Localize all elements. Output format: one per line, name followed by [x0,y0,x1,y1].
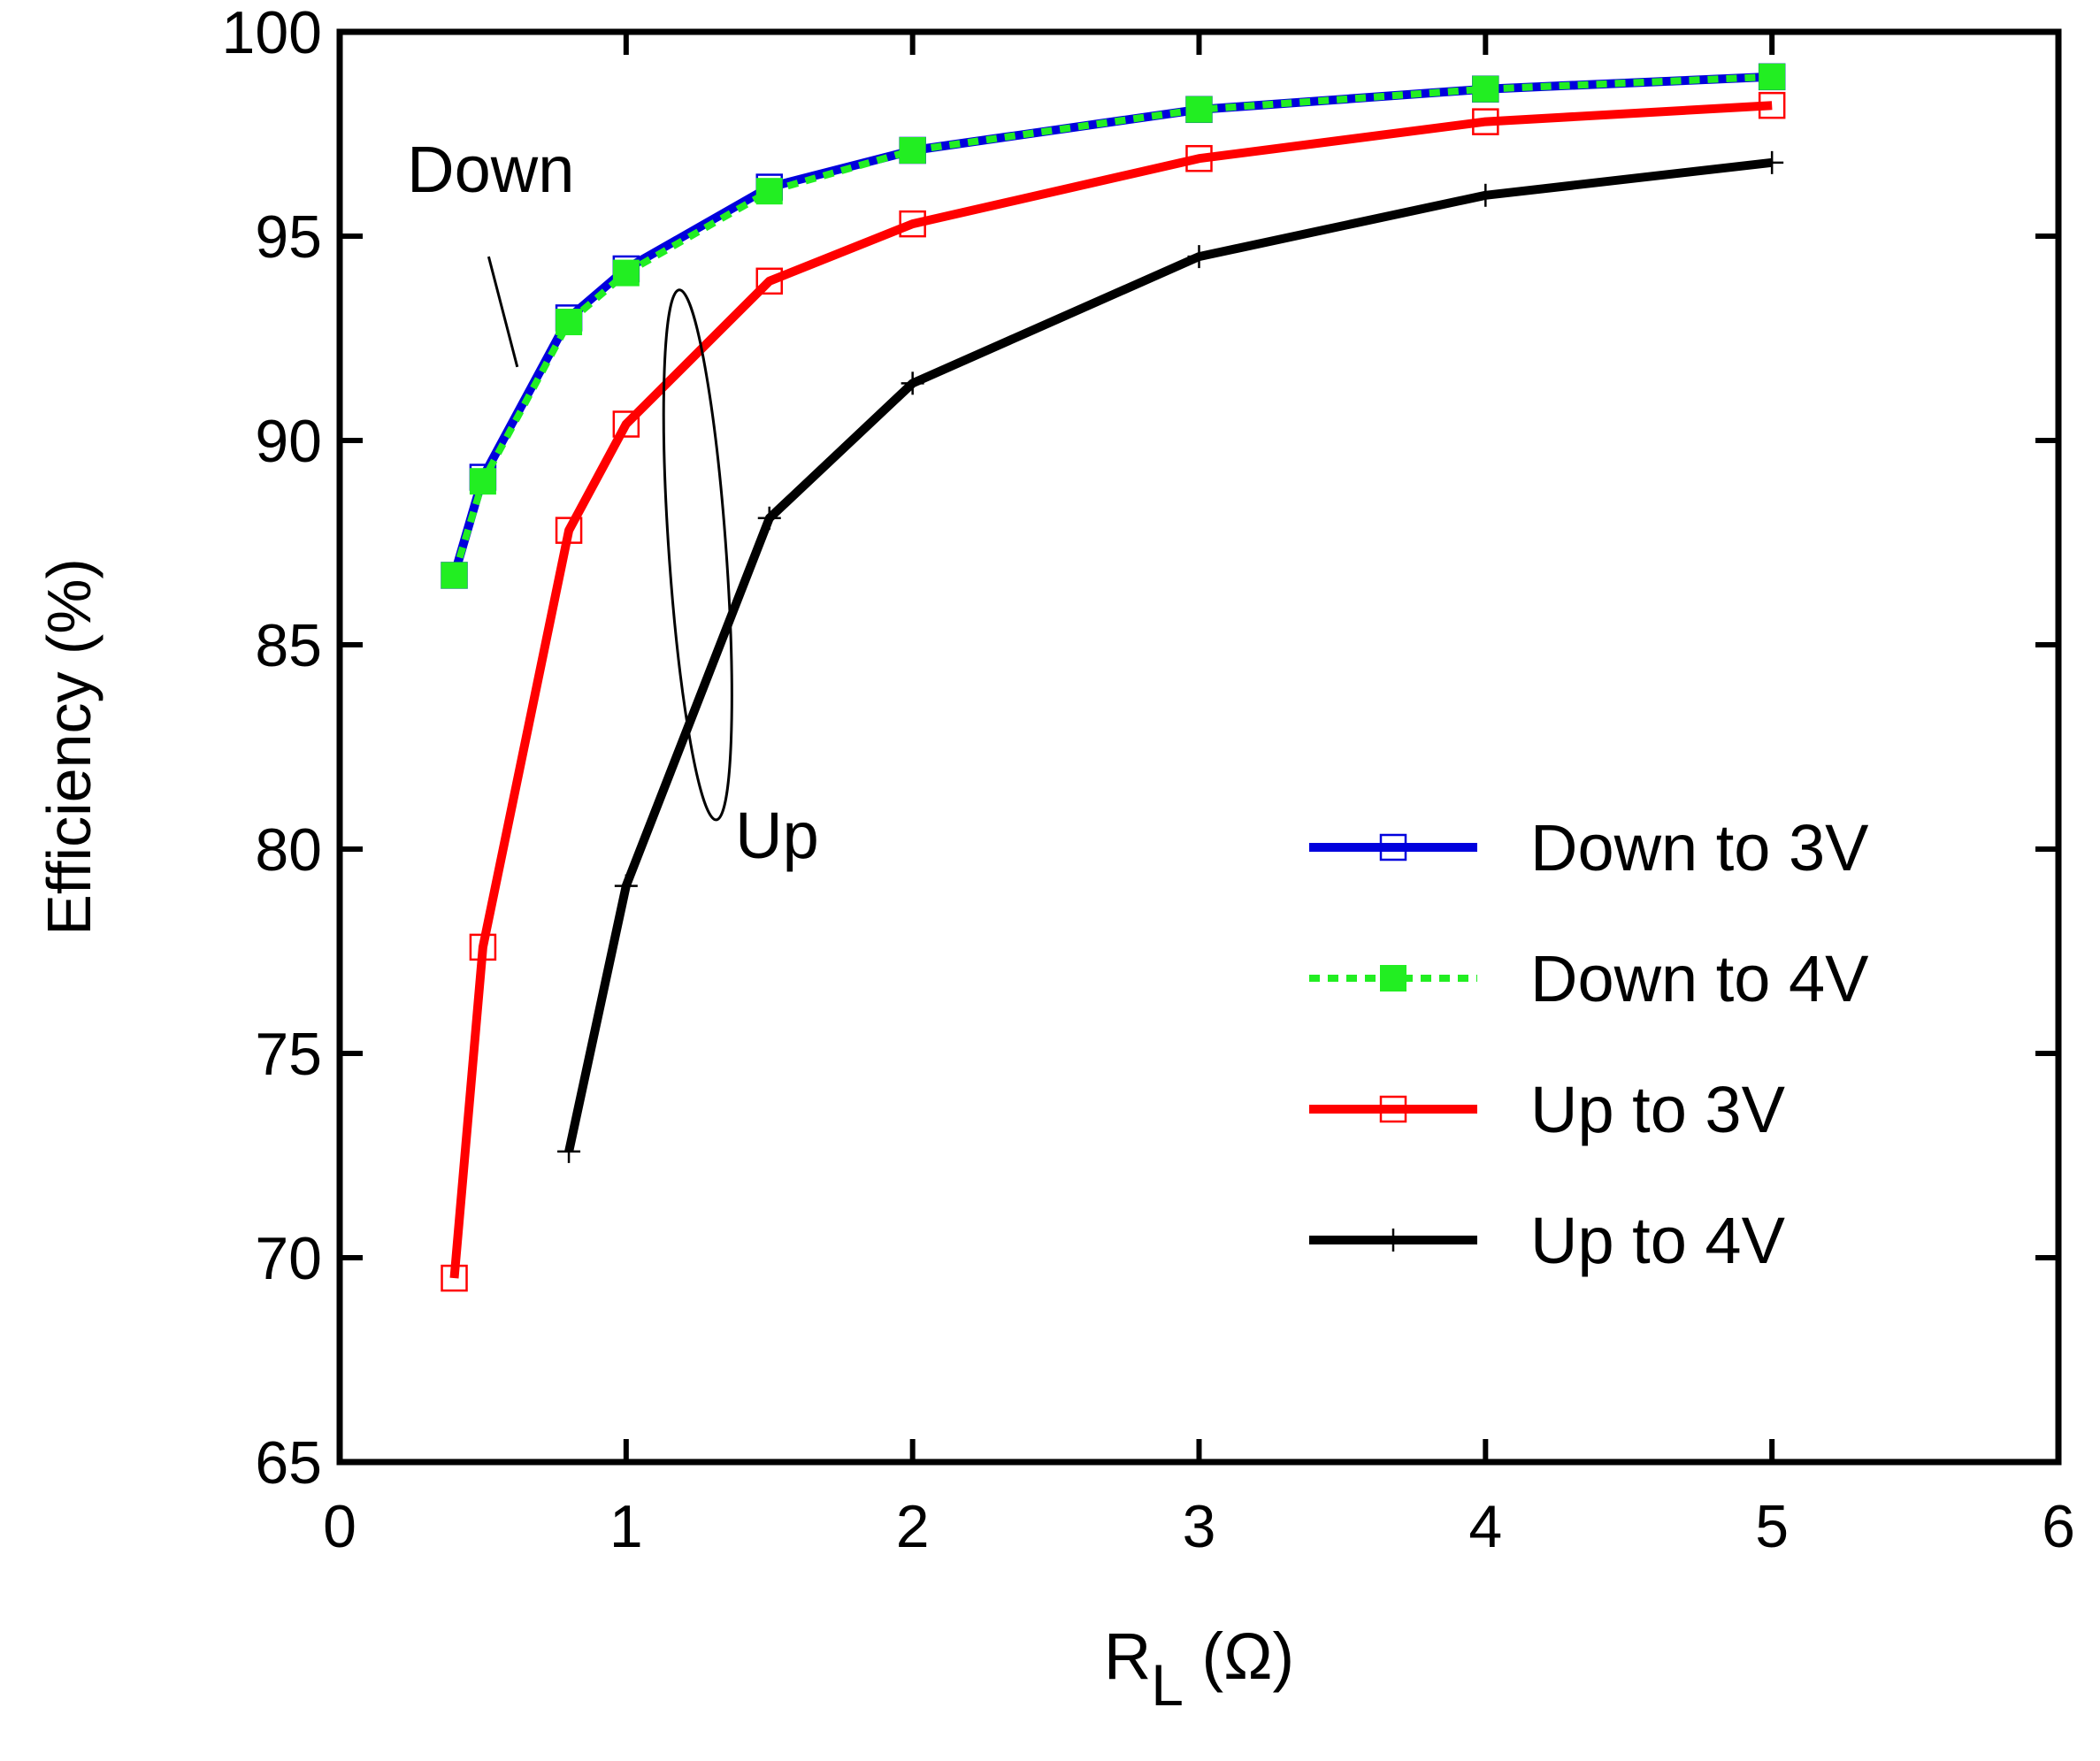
data-point-down-to-4v [441,562,468,589]
data-point-up-to-4v [757,506,781,530]
y-axis-label: Efficiency (%) [34,558,103,936]
x-axis-label-main: R [1104,1619,1151,1693]
data-point-up-to-3v [612,410,640,438]
data-point-up-to-4v [901,371,924,395]
legend-label-down-to-3v: Down to 3V [1530,811,1869,884]
y-tick-label: 85 [255,612,322,679]
data-point-up-to-3v [441,1264,468,1292]
x-axis-label: RL (Ω) [1104,1619,1294,1718]
data-point-up-to-4v [1474,183,1498,207]
annotation-down-leader [487,256,519,368]
annotation-up-label: Up [735,799,819,872]
data-point-up-to-3v [469,933,497,961]
data-point-down-to-4v [1759,63,1786,90]
data-point-down-to-4v [612,259,640,287]
plot-layer: 65 70 75 80 85 90 95 100 0 1 2 3 4 5 6 Efficiency (%) RL… [34,0,2075,1718]
y-tick-label: 70 [255,1225,322,1292]
data-point-down-to-4v [1472,75,1499,103]
data-point-up-to-3v [1472,108,1499,135]
data-point-up-to-3v [555,517,583,544]
data-point-up-to-3v [899,210,926,238]
legend-marker-up-to-3v [1379,1095,1407,1123]
legend-marker-up-to-4v [1382,1229,1405,1252]
series-line-up-to-3v [449,101,1773,1279]
annotation-up-ellipse [662,288,733,822]
legend: Down to 3V Down to 4V Up to 3V Up to 4V [1309,811,1869,1277]
data-point-down-to-4v [469,468,496,495]
data-point-up-to-3v [1758,91,1786,119]
legend-marker-down-to-4v [1380,965,1406,992]
legend-label-down-to-4v: Down to 4V [1530,942,1869,1015]
y-tick-label: 95 [255,203,322,271]
data-point-down-to-4v [1185,96,1213,123]
legend-label-up-to-3v: Up to 3V [1530,1073,1786,1146]
data-point-up-to-4v [1760,150,1784,174]
x-tick-label: 4 [1468,1493,1502,1560]
x-tick-label: 0 [323,1493,356,1560]
series-line-down-to-3v [449,72,1773,577]
x-axis-label-subscript: L [1151,1652,1184,1718]
x-tick-label: 5 [1755,1493,1789,1560]
y-tick-label: 65 [255,1429,322,1497]
legend-marker-down-to-3v [1379,833,1407,861]
data-point-up-to-4v [557,1139,581,1163]
annotation-down-label: Down [407,133,574,206]
y-tick-label: 90 [255,408,322,475]
x-tick-label: 3 [1183,1493,1216,1560]
y-tick-label: 75 [255,1021,322,1088]
x-axis-label-unit: (Ω) [1184,1619,1294,1693]
legend-label-up-to-4v: Up to 4V [1530,1204,1786,1277]
x-tick-label: 1 [609,1493,643,1560]
data-point-down-to-4v [899,136,926,164]
data-point-up-to-4v [614,874,638,898]
series-line-down-to-4v [450,73,1773,577]
y-tick-label: 100 [222,0,322,66]
x-tick-label: 2 [896,1493,930,1560]
data-point-up-to-3v [1185,144,1213,172]
data-point-up-to-3v [755,267,783,295]
data-point-down-to-4v [556,309,583,336]
y-tick-label: 80 [255,816,322,884]
x-tick-label: 6 [2042,1493,2075,1560]
data-point-up-to-4v [1187,245,1211,269]
data-point-down-to-4v [755,178,783,205]
